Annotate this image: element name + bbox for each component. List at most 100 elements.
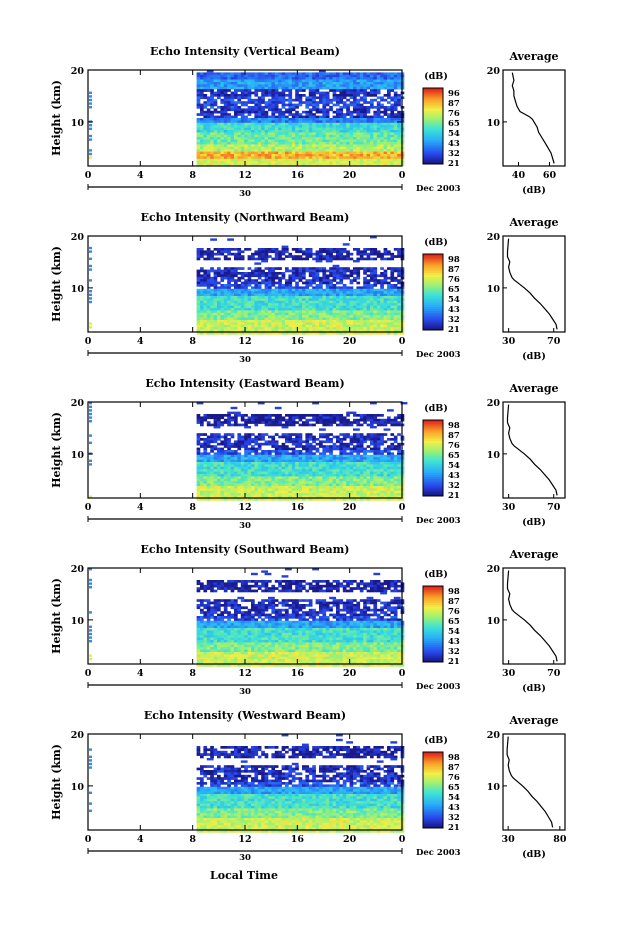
heatmap-cell: [390, 293, 395, 297]
heatmap-cell: [220, 161, 225, 164]
heatmap-cell: [305, 74, 310, 78]
heatmap-cell: [281, 89, 286, 92]
heatmap-cell: [210, 146, 214, 150]
heatmap-cell: [210, 96, 214, 100]
heatmap-cell: [264, 120, 269, 124]
heatmap-cell: [353, 315, 357, 318]
heatmap-cell: [346, 286, 350, 290]
heatmap-cell: [370, 127, 374, 131]
heatmap-cell: [376, 132, 381, 136]
heatmap-cell: [298, 438, 303, 441]
heatmap-cell: [220, 329, 225, 333]
heatmap-cell: [285, 310, 289, 314]
heatmap-cell: [336, 74, 340, 78]
heatmap-cell: [261, 101, 265, 104]
heatmap-cell: [261, 125, 265, 128]
heatmap-cell: [295, 257, 299, 261]
heatmap-cell: [336, 418, 340, 422]
heatmap-cell: [295, 106, 299, 109]
heatmap-cell: [329, 79, 333, 83]
heatmap-cell: [356, 151, 361, 155]
colorbar-swatch: [423, 274, 443, 278]
heatmap-cell: [240, 77, 245, 80]
heatmap-cell: [308, 414, 313, 417]
heatmap-cell: [366, 101, 371, 104]
heatmap-cell: [380, 86, 384, 90]
heatmap-cell: [383, 291, 388, 294]
heatmap-cell: [312, 269, 316, 273]
heatmap-cell: [359, 414, 364, 417]
heatmap-cell: [356, 132, 361, 136]
heatmap-cell: [247, 416, 252, 420]
heatmap-cell: [390, 255, 395, 258]
heatmap-cell: [376, 418, 381, 422]
heatmap-cell: [312, 115, 316, 119]
heatmap-cell: [274, 161, 279, 164]
heatmap-cell: [319, 137, 323, 140]
heatmap-cell: [261, 110, 265, 114]
heatmap-cell: [336, 94, 340, 97]
heatmap-cell: [285, 329, 289, 333]
heatmap-cell: [363, 82, 367, 85]
heatmap-cell: [230, 284, 235, 287]
heatmap-cell: [271, 308, 276, 311]
heatmap-cell: [237, 127, 242, 131]
heatmap-cell: [220, 269, 225, 273]
heatmap-cell: [196, 310, 201, 314]
heatmap-cell: [288, 106, 293, 109]
heatmap-cell: [268, 300, 272, 304]
heatmap-cell: [206, 122, 211, 126]
heatmap-cell: [359, 161, 364, 164]
heatmap-cell: [393, 296, 398, 299]
heatmap-cell: [196, 127, 201, 131]
heatmap-cell: [298, 303, 303, 306]
heatmap-cell: [247, 442, 252, 446]
heatmap-cell: [342, 284, 347, 287]
heatmap-cell: [397, 312, 401, 316]
heatmap-cell: [319, 120, 323, 124]
heatmap-cell: [380, 442, 384, 446]
heatmap-cell: [397, 122, 401, 126]
heatmap-cell: [325, 94, 330, 97]
heatmap-cell: [223, 86, 228, 90]
heatmap-cell: [380, 300, 384, 304]
heatmap-cell: [349, 125, 354, 128]
heatmap-cell: [315, 418, 320, 422]
heatmap-cell: [319, 248, 323, 251]
heatmap-cell: [322, 267, 327, 270]
heatmap-cell: [363, 146, 367, 150]
heatmap-cell: [339, 312, 344, 316]
heatmap-cell: [315, 284, 320, 287]
heatmap-cell: [305, 320, 310, 323]
heatmap-cell: [240, 101, 245, 104]
heatmap-cell: [342, 132, 347, 136]
heatmap-cell: [244, 132, 248, 136]
heatmap-cell: [237, 329, 242, 333]
heatmap-cell: [271, 110, 276, 114]
heatmap-cell: [196, 82, 201, 85]
heatmap-cell: [288, 320, 293, 323]
heatmap-cell: [349, 101, 354, 104]
heatmap-cell: [200, 74, 204, 78]
heatmap-cell: [342, 113, 347, 116]
heatmap-cell: [380, 291, 384, 294]
heatmap-cell: [237, 423, 242, 427]
colorbar-swatch: [423, 280, 443, 283]
heatmap-cell: [203, 279, 208, 282]
heatmap-cell: [251, 144, 255, 148]
heatmap-cell: [244, 286, 248, 290]
heatmap-cell: [366, 291, 371, 294]
heatmap-cell: [217, 130, 221, 133]
heatmap-cell: [353, 324, 357, 328]
heatmap-cell: [390, 151, 395, 155]
heatmap-cell: [261, 252, 265, 256]
heatmap-cell: [220, 84, 225, 88]
heatmap-cell: [234, 442, 238, 446]
heatmap-cell: [278, 298, 282, 302]
heatmap-cell: [210, 296, 214, 299]
heatmap-cell: [342, 423, 347, 427]
heatmap-cell: [291, 296, 296, 299]
heatmap-cell: [291, 267, 296, 270]
heatmap-cell: [288, 125, 293, 128]
heatmap-cell: [234, 281, 238, 285]
